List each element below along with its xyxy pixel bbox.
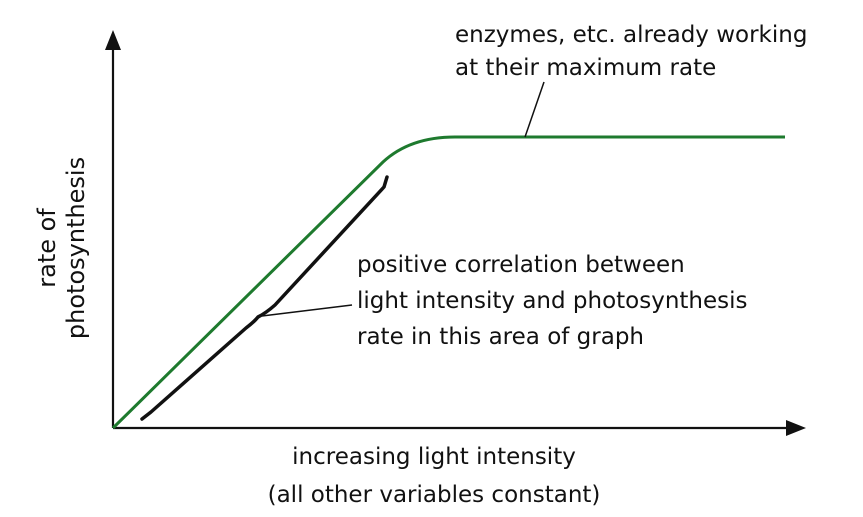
slope-annotation-line1: positive correlation between	[357, 252, 685, 278]
plateau-annotation-leader	[524, 81, 545, 138]
slope-bracket	[140, 175, 389, 421]
plateau-annotation-line2: at their maximum rate	[455, 55, 716, 81]
x-axis-arrowhead	[786, 420, 806, 436]
x-axis-label: increasing light intensity	[292, 444, 576, 470]
y-axis-label-line2: photosynthesis	[62, 157, 90, 339]
slope-annotation-line2: light intensity and photosynthesis	[357, 288, 748, 314]
plateau-annotation-line1: enzymes, etc. already working	[455, 22, 807, 48]
y-axis-arrowhead	[105, 30, 121, 50]
x-axis-note: (all other variables constant)	[268, 482, 601, 508]
photosynthesis-rate-curve	[111, 135, 785, 430]
slope-annotation-leader	[261, 304, 353, 317]
y-axis-label-line1: rate of	[33, 208, 61, 288]
slope-annotation-line3: rate in this area of graph	[357, 324, 644, 350]
